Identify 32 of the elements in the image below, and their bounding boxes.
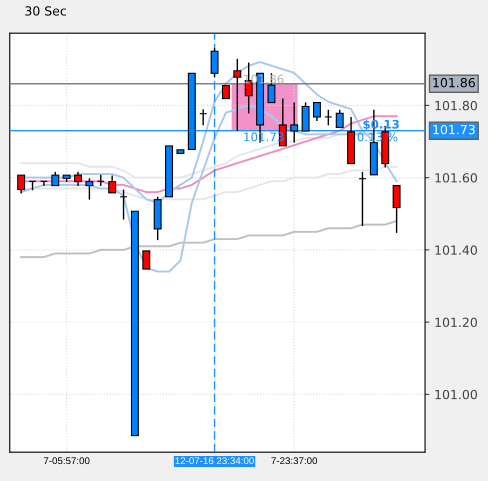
- y-tick-label: 101.20: [435, 318, 477, 328]
- y-tick-label: 101.00: [435, 390, 477, 400]
- candlestick: [85, 178, 94, 200]
- candlestick: [358, 171, 366, 227]
- candlestick: [199, 108, 208, 126]
- candlestick: [108, 174, 116, 194]
- candlestick: [96, 174, 105, 187]
- candlestick: [40, 180, 48, 187]
- candlestick: [324, 109, 332, 126]
- candlestick: [28, 180, 36, 191]
- candlestick: [233, 58, 242, 132]
- candlestick: [290, 102, 298, 144]
- candlestick: [120, 188, 128, 220]
- candlestick: [51, 171, 60, 186]
- candlestick: [336, 109, 344, 128]
- ref-line-label: 101.73: [433, 124, 475, 134]
- candlestick: [392, 184, 401, 234]
- line-series: [20, 220, 398, 258]
- candlestick: [74, 171, 82, 187]
- x-tick-label: 7-05:57:00: [44, 457, 90, 464]
- y-tick-label: 101.80: [435, 100, 477, 110]
- candlestick: [17, 174, 26, 194]
- chart-title: 30 Sec: [25, 6, 66, 16]
- ref-line-label: 101.86: [433, 78, 475, 88]
- y-tick-label: 101.40: [435, 245, 477, 255]
- candlestick: [312, 102, 321, 122]
- x-tick-label: 12-07-16 23:34:00: [176, 457, 254, 464]
- y-tick-label: 101.60: [435, 173, 477, 183]
- candlestick: [142, 250, 150, 270]
- candlestick: [210, 47, 219, 78]
- x-tick-label: 7-23:37:00: [271, 457, 318, 464]
- candlestick: [222, 84, 230, 100]
